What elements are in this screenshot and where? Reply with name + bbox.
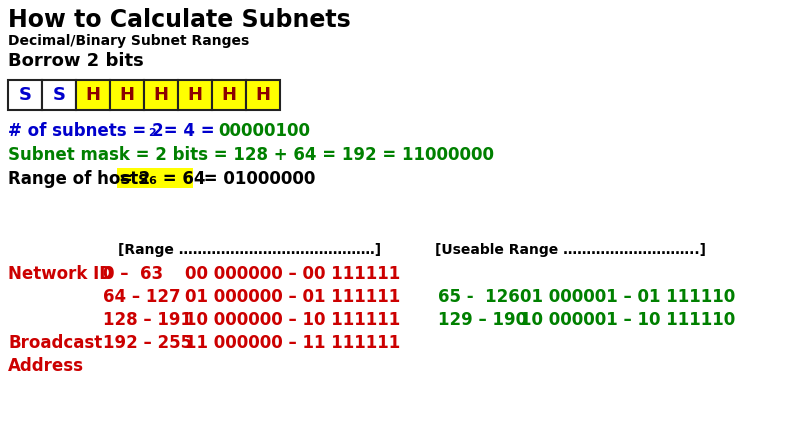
- Text: S: S: [53, 86, 66, 104]
- Text: 00 000000 – 00 111111: 00 000000 – 00 111111: [185, 265, 400, 283]
- Text: Network ID: Network ID: [8, 265, 113, 283]
- Text: 64 – 127: 64 – 127: [103, 288, 181, 306]
- Text: = 2: = 2: [119, 170, 150, 188]
- Text: 11 000000 – 11 111111: 11 000000 – 11 111111: [185, 334, 400, 352]
- Text: 0 –  63: 0 – 63: [103, 265, 163, 283]
- Text: 2: 2: [148, 128, 156, 138]
- Text: = 64: = 64: [157, 170, 206, 188]
- Text: H: H: [187, 86, 202, 104]
- Text: 65 -  126: 65 - 126: [438, 288, 520, 306]
- Text: 10 000000 – 10 111111: 10 000000 – 10 111111: [185, 311, 400, 329]
- Text: 128 – 191: 128 – 191: [103, 311, 192, 329]
- Text: Broadcast: Broadcast: [8, 334, 102, 352]
- Text: H: H: [255, 86, 270, 104]
- Text: H: H: [154, 86, 169, 104]
- Text: [Range ……………………………………]: [Range ……………………………………]: [118, 243, 381, 257]
- Text: = 01000000: = 01000000: [198, 170, 315, 188]
- Text: Subnet mask = 2 bits = 128 + 64 = 192 = 11000000: Subnet mask = 2 bits = 128 + 64 = 192 = …: [8, 146, 494, 164]
- FancyBboxPatch shape: [117, 168, 193, 188]
- Text: S: S: [18, 86, 31, 104]
- FancyBboxPatch shape: [144, 80, 178, 110]
- FancyBboxPatch shape: [110, 80, 144, 110]
- FancyBboxPatch shape: [212, 80, 246, 110]
- Text: = 4 =: = 4 =: [158, 122, 220, 140]
- FancyBboxPatch shape: [42, 80, 76, 110]
- Text: How to Calculate Subnets: How to Calculate Subnets: [8, 8, 350, 32]
- Text: 10 000001 – 10 111110: 10 000001 – 10 111110: [520, 311, 735, 329]
- Text: 192 – 255: 192 – 255: [103, 334, 192, 352]
- FancyBboxPatch shape: [246, 80, 280, 110]
- FancyBboxPatch shape: [76, 80, 110, 110]
- Text: Decimal/Binary Subnet Ranges: Decimal/Binary Subnet Ranges: [8, 34, 250, 48]
- FancyBboxPatch shape: [178, 80, 212, 110]
- Text: Address: Address: [8, 357, 84, 375]
- Text: Borrow 2 bits: Borrow 2 bits: [8, 52, 144, 70]
- FancyBboxPatch shape: [8, 80, 42, 110]
- Text: # of subnets = 2: # of subnets = 2: [8, 122, 164, 140]
- Text: H: H: [222, 86, 237, 104]
- Text: 01 000001 – 01 111110: 01 000001 – 01 111110: [520, 288, 735, 306]
- Text: [Useable Range ………………………..]: [Useable Range ………………………..]: [435, 243, 706, 257]
- Text: 129 – 190: 129 – 190: [438, 311, 527, 329]
- Text: H: H: [119, 86, 134, 104]
- Text: 01 000000 – 01 111111: 01 000000 – 01 111111: [185, 288, 400, 306]
- Text: 00000100: 00000100: [218, 122, 310, 140]
- Text: Range of hosts: Range of hosts: [8, 170, 154, 188]
- Text: 6: 6: [148, 176, 156, 186]
- Text: H: H: [86, 86, 101, 104]
